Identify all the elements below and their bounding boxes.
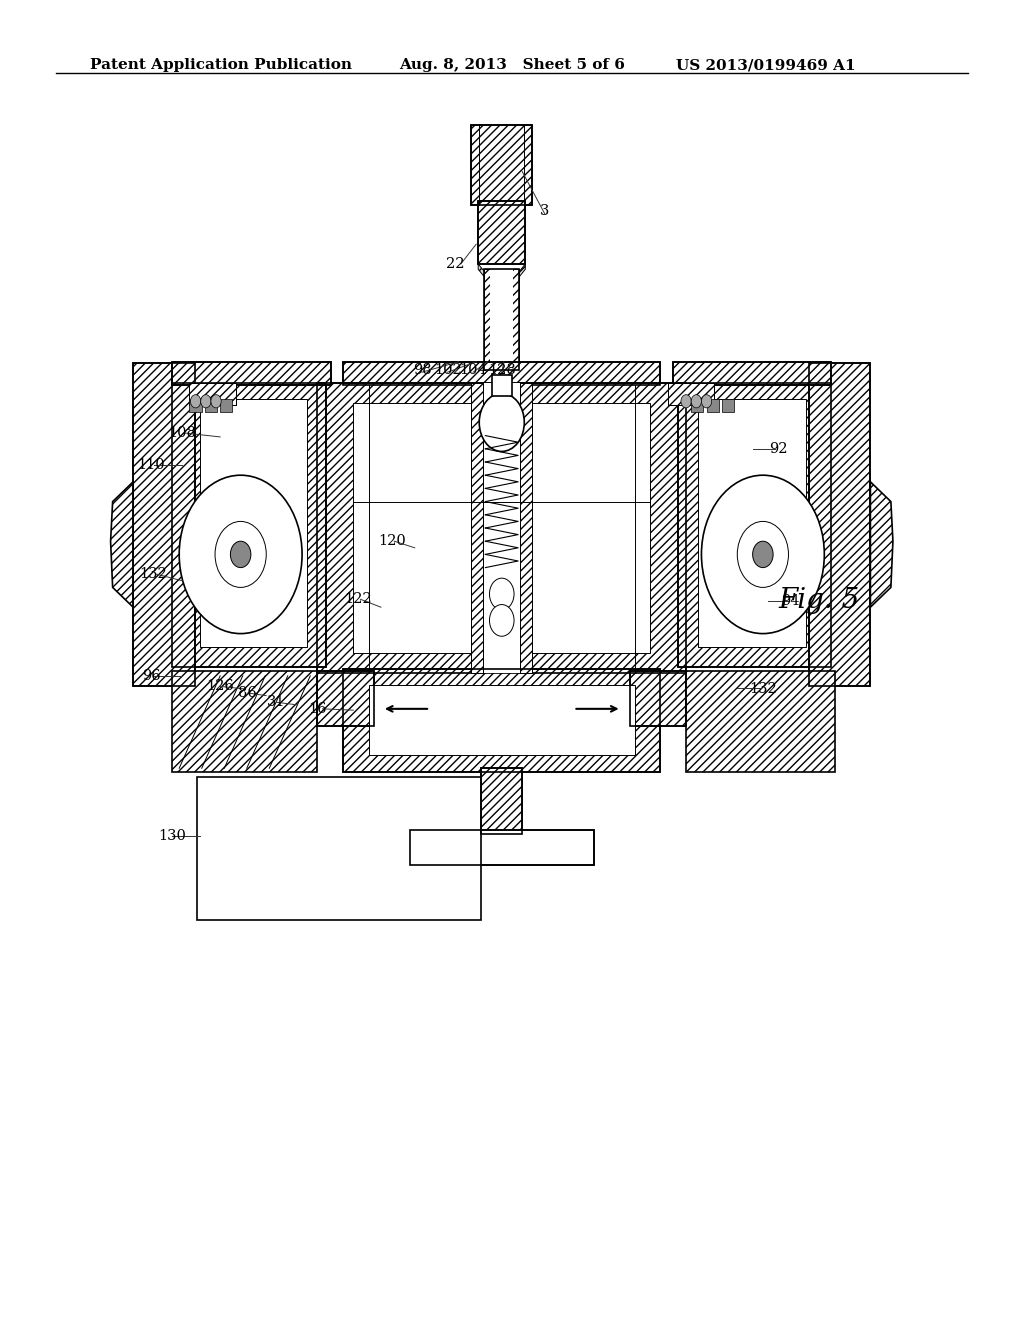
Text: 31: 31 — [267, 696, 286, 709]
Bar — [481, 768, 522, 834]
Text: 128: 128 — [487, 363, 516, 376]
Text: 3: 3 — [540, 205, 550, 218]
Circle shape — [179, 475, 302, 634]
Bar — [205, 399, 217, 412]
Bar — [471, 383, 532, 673]
Text: Fig. 5: Fig. 5 — [778, 587, 859, 614]
Bar — [707, 399, 719, 412]
Bar — [220, 399, 232, 412]
Bar — [630, 671, 686, 726]
Text: 96: 96 — [142, 669, 161, 682]
Circle shape — [211, 395, 221, 408]
Bar — [343, 669, 660, 772]
Bar — [172, 362, 331, 385]
Bar — [490, 269, 513, 370]
Circle shape — [489, 605, 514, 636]
Bar — [317, 671, 374, 726]
Bar — [673, 362, 831, 385]
Bar — [317, 671, 374, 726]
Bar — [478, 201, 525, 264]
Bar — [520, 383, 532, 673]
Bar — [630, 671, 686, 726]
Text: 86: 86 — [239, 686, 257, 700]
Circle shape — [489, 578, 514, 610]
Bar — [410, 830, 594, 865]
Circle shape — [753, 541, 773, 568]
Bar — [369, 685, 635, 755]
Bar — [189, 399, 202, 412]
Text: 92: 92 — [769, 442, 787, 455]
Bar — [353, 403, 650, 653]
Text: 94: 94 — [781, 594, 800, 607]
Text: 132: 132 — [749, 682, 777, 696]
Text: 104: 104 — [459, 363, 487, 376]
Bar — [133, 363, 195, 686]
Polygon shape — [478, 264, 525, 298]
Bar — [317, 383, 686, 673]
Text: 110: 110 — [138, 458, 165, 471]
Polygon shape — [870, 482, 893, 607]
Bar — [691, 399, 703, 412]
Bar — [673, 362, 831, 385]
Bar — [197, 777, 481, 920]
Bar — [343, 362, 660, 385]
Circle shape — [201, 395, 211, 408]
Circle shape — [230, 541, 251, 568]
Text: 120: 120 — [378, 535, 407, 548]
Text: 126: 126 — [206, 680, 234, 693]
Bar — [200, 399, 307, 647]
Bar — [668, 383, 714, 405]
Bar — [722, 399, 734, 412]
Circle shape — [190, 395, 201, 408]
Bar — [189, 383, 236, 405]
Bar — [678, 383, 831, 667]
Bar — [809, 363, 870, 686]
Bar — [520, 383, 532, 673]
Text: 122: 122 — [345, 593, 372, 606]
Bar — [343, 669, 660, 772]
Bar — [678, 383, 831, 667]
Bar — [471, 125, 532, 205]
Bar — [189, 383, 236, 405]
Text: 102: 102 — [434, 363, 463, 376]
Text: Patent Application Publication: Patent Application Publication — [90, 58, 352, 73]
Text: 108: 108 — [168, 426, 197, 440]
Bar — [481, 768, 522, 834]
Text: 130: 130 — [158, 829, 186, 842]
Bar — [172, 383, 326, 667]
Bar — [668, 383, 714, 405]
Text: US 2013/0199469 A1: US 2013/0199469 A1 — [676, 58, 855, 73]
Circle shape — [701, 475, 824, 634]
Bar — [471, 383, 483, 673]
Bar — [492, 375, 512, 396]
Bar — [809, 363, 870, 686]
Bar — [478, 201, 525, 264]
Text: Aug. 8, 2013   Sheet 5 of 6: Aug. 8, 2013 Sheet 5 of 6 — [399, 58, 626, 73]
Bar — [172, 362, 331, 385]
Bar — [471, 383, 483, 673]
Text: 16: 16 — [308, 702, 327, 715]
Circle shape — [681, 395, 691, 408]
Text: 132: 132 — [139, 568, 168, 581]
Circle shape — [215, 521, 266, 587]
Bar — [343, 362, 660, 385]
Bar — [133, 363, 195, 686]
Circle shape — [701, 395, 712, 408]
Bar — [317, 383, 686, 673]
Circle shape — [691, 395, 701, 408]
Bar — [484, 269, 519, 370]
Circle shape — [737, 521, 788, 587]
Text: 22: 22 — [446, 257, 465, 271]
Bar — [410, 830, 594, 865]
Bar — [172, 383, 326, 667]
Polygon shape — [111, 482, 133, 607]
Polygon shape — [686, 671, 835, 772]
Polygon shape — [172, 671, 317, 772]
Text: 98: 98 — [414, 363, 432, 376]
Bar — [484, 269, 519, 370]
Circle shape — [479, 393, 524, 451]
Bar — [471, 125, 532, 205]
Bar — [698, 399, 806, 647]
